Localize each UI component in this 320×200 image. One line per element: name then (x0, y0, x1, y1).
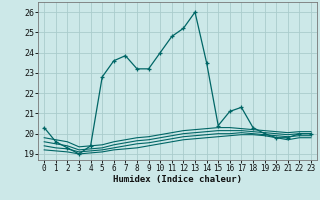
X-axis label: Humidex (Indice chaleur): Humidex (Indice chaleur) (113, 175, 242, 184)
